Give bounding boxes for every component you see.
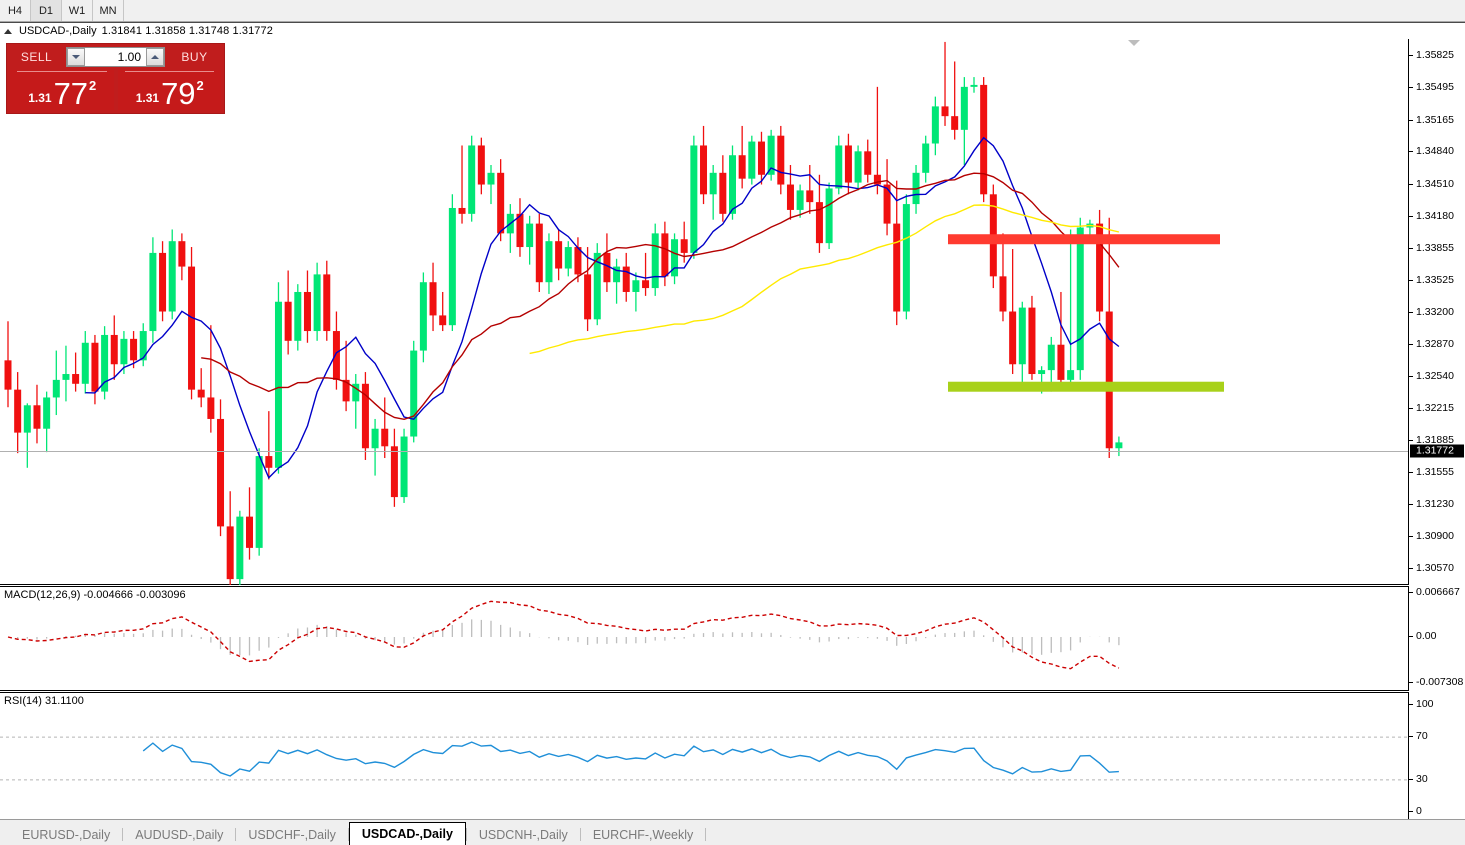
rsi-label: RSI(14) 31.1100 — [4, 695, 84, 707]
rsi-tick: 100 — [1409, 698, 1434, 710]
tab-separator — [705, 828, 707, 841]
rsi-scale[interactable]: 100 70 30 0 — [1408, 692, 1465, 823]
lot-size-value[interactable]: 1.00 — [85, 48, 146, 66]
chart-tab-usdchfdaily[interactable]: USDCHF-,Daily — [248, 827, 336, 842]
lot-increase-button[interactable] — [146, 48, 164, 66]
macd-scale[interactable]: 0.006667 0.00 -0.007308 — [1408, 586, 1465, 691]
tab-separator — [347, 828, 349, 841]
lot-decrease-button[interactable] — [67, 48, 85, 66]
price-tick: 1.30570 — [1409, 562, 1454, 574]
sell-price-button[interactable]: 1.31 77 2 — [10, 70, 114, 110]
macd-label: MACD(12,26,9) -0.004666 -0.003096 — [4, 589, 186, 601]
chart-tab-eurchfweekly[interactable]: EURCHF-,Weekly — [592, 827, 694, 842]
current-price-line — [0, 450, 1408, 452]
symbol-header: USDCAD-,Daily 1.31841 1.31858 1.31748 1.… — [0, 23, 1408, 39]
buy-price-prefix: 1.31 — [135, 91, 160, 105]
buy-price-button[interactable]: 1.31 79 2 — [117, 70, 221, 111]
chart-tab-usdcnhdaily[interactable]: USDCNH-,Daily — [478, 827, 568, 842]
tab-separator — [235, 828, 237, 841]
price-tick: 1.31885 — [1409, 434, 1454, 446]
trade-panel-top-row: SELL 1.00 BUY — [7, 44, 224, 70]
candlestick-chart — [4, 41, 1224, 585]
sell-price-fraction: 2 — [89, 78, 97, 93]
buy-price-fraction: 2 — [196, 78, 204, 93]
price-tick: 1.30900 — [1409, 530, 1454, 542]
tab-separator — [579, 828, 581, 841]
sell-button-label[interactable]: SELL — [20, 50, 53, 64]
one-click-trading-panel[interactable]: SELL 1.00 BUY 1.31 77 2 — [6, 43, 225, 114]
price-tick: 1.31555 — [1409, 466, 1454, 478]
symbol-name: USDCAD-,Daily — [19, 25, 97, 37]
triangle-up-icon[interactable] — [4, 28, 12, 34]
current-price-marker: 1.31772 — [1410, 444, 1464, 458]
rsi-tick: 70 — [1409, 730, 1428, 742]
trade-panel-price-row: 1.31 77 2 1.31 79 2 — [7, 70, 224, 113]
chevron-up-icon — [151, 55, 159, 59]
rsi-tick: 30 — [1409, 773, 1428, 785]
macd-indicator-chart — [7, 600, 1120, 670]
price-tick: 1.35165 — [1409, 114, 1454, 126]
timeframe-button-mn[interactable]: MN — [93, 0, 124, 21]
timeframe-toolbar: H4 D1 W1 MN — [0, 0, 1465, 22]
sell-divider — [17, 71, 107, 72]
rsi-indicator-chart — [0, 736, 1408, 781]
macd-pane[interactable]: MACD(12,26,9) -0.004666 -0.003096 — [0, 586, 1408, 691]
sell-price-big: 77 — [53, 76, 89, 111]
tab-separator — [122, 828, 124, 841]
rsi-tick: 0 — [1409, 805, 1422, 817]
price-tick: 1.34840 — [1409, 145, 1454, 157]
price-tick: 1.34510 — [1409, 178, 1454, 190]
price-tick: 1.32215 — [1409, 402, 1454, 414]
price-tick: 1.35495 — [1409, 81, 1454, 93]
buy-divider — [124, 71, 214, 72]
lot-size-stepper[interactable]: 1.00 — [66, 47, 165, 67]
price-tick: 1.34180 — [1409, 210, 1454, 222]
buy-button-label[interactable]: BUY — [181, 50, 208, 64]
macd-tick: -0.007308 — [1409, 676, 1463, 688]
price-tick: 1.35825 — [1409, 49, 1454, 61]
toolbar-empty-area — [124, 0, 1465, 21]
chart-tab-usdcaddaily[interactable]: USDCAD-,Daily — [348, 822, 466, 845]
tab-separator — [465, 828, 467, 841]
ohlc-values: 1.31841 1.31858 1.31748 1.31772 — [101, 25, 273, 37]
price-tick: 1.33525 — [1409, 274, 1454, 286]
price-scale[interactable]: 1.31772 1.35825 1.35495 1.35165 1.34840 1.34… — [1408, 39, 1465, 585]
macd-tick: 0.00 — [1409, 630, 1436, 642]
timeframe-button-h4[interactable]: H4 — [0, 0, 31, 21]
price-tick: 1.31230 — [1409, 498, 1454, 510]
chart-scroll-marker-icon[interactable] — [1128, 40, 1140, 46]
timeframe-button-w1[interactable]: W1 — [62, 0, 93, 21]
price-tick: 1.32870 — [1409, 338, 1454, 350]
rsi-pane[interactable]: RSI(14) 31.1100 — [0, 692, 1408, 823]
buy-price-big: 79 — [161, 76, 196, 111]
price-pane[interactable] — [0, 39, 1408, 585]
price-tick: 1.33200 — [1409, 306, 1454, 318]
price-tick: 1.33855 — [1409, 242, 1454, 254]
price-tick: 1.32540 — [1409, 370, 1454, 382]
chart-tab-eurusddaily[interactable]: EURUSD-,Daily — [22, 827, 111, 842]
chart-tab-bar: EURUSD-,Daily AUDUSD-,Daily USDCHF-,Daily U… — [0, 819, 1465, 845]
chevron-down-icon — [72, 55, 80, 59]
chart-tab-audusddaily[interactable]: AUDUSD-,Daily — [135, 827, 224, 842]
macd-tick: 0.006667 — [1409, 586, 1460, 598]
timeframe-button-d1[interactable]: D1 — [31, 0, 62, 21]
sell-price-prefix: 1.31 — [28, 91, 52, 105]
chart-frame: USDCAD-,Daily 1.31841 1.31858 1.31748 1.… — [0, 22, 1465, 839]
